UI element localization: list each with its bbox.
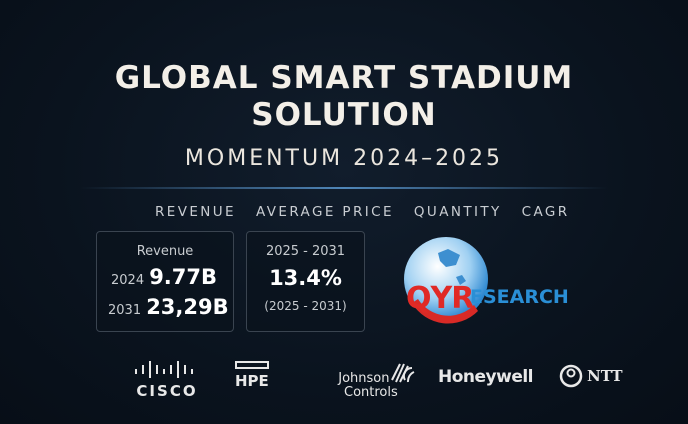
title-line-2: SOLUTION [251, 97, 437, 133]
title-line-1: GLOBAL SMART STADIUM [114, 60, 574, 96]
controls-text: Controls [344, 385, 398, 400]
globe-icon [404, 237, 488, 324]
year-2031: 2031 [108, 303, 142, 318]
divider [80, 187, 608, 189]
ntt-circle-icon [559, 364, 583, 388]
tab-quantity[interactable]: QUANTITY [413, 204, 502, 220]
cisco-logo: CISCO [134, 360, 200, 400]
qyresearch-logo: QYR ESEARCH [398, 233, 598, 333]
revenue-label: Revenue [136, 244, 194, 259]
year-2024: 2024 [111, 273, 145, 288]
revenue-2024: 9.77B [149, 265, 218, 289]
cagr-value: 13.4% [269, 266, 342, 290]
hpe-rectangle-icon [235, 361, 269, 369]
metric-tabs: REVENUE AVERAGE PRICE QUANTITY CAGR [155, 204, 570, 220]
ntt-text: NTT [587, 367, 623, 385]
honeywell-logo: Honeywell [438, 367, 534, 387]
revenue-card: Revenue 2024 9.77B 2031 23,29B [96, 231, 234, 332]
logo-text-esearch: ESEARCH [470, 286, 569, 308]
subtitle: MOMENTUM 2024–2025 [184, 146, 504, 171]
revenue-2031: 23,29B [146, 295, 229, 319]
logo-text-qyr: QYR [406, 281, 474, 316]
cagr-card: 2025 - 2031 13.4% (2025 - 2031) [246, 231, 365, 332]
tab-cagr[interactable]: CAGR [521, 204, 570, 220]
cagr-period: 2025 - 2031 [265, 244, 346, 259]
ntt-logo: NTT [559, 364, 623, 388]
cisco-text: CISCO [136, 382, 198, 400]
johnson-text: Johnson [338, 371, 390, 386]
johnson-controls-logo: Johnson Controls [330, 372, 398, 400]
cagr-note: (2025 - 2031) [264, 299, 347, 313]
hpe-text: HPE [235, 372, 269, 390]
johnson-controls-swirl-icon [391, 363, 415, 383]
cisco-bars-icon [135, 361, 193, 378]
tab-revenue[interactable]: REVENUE [155, 204, 236, 220]
hpe-logo: HPE [235, 361, 269, 390]
tab-average-price[interactable]: AVERAGE PRICE [255, 204, 394, 220]
